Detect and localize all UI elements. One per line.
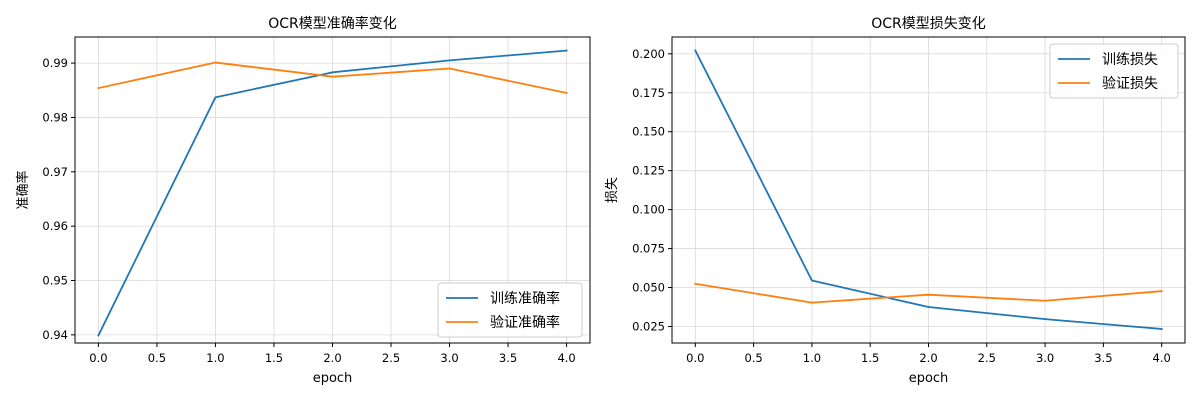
x-tick-label: 3.5 [499, 351, 517, 365]
legend-label: 验证损失 [1102, 76, 1158, 92]
y-tick-label: 0.150 [632, 125, 665, 139]
x-tick-label: 1.0 [206, 351, 224, 365]
y-axis-label: 准确率 [15, 170, 31, 209]
y-tick-label: 0.97 [42, 165, 68, 179]
x-axis-label: epoch [313, 371, 353, 386]
x-tick-label: 1.5 [861, 351, 879, 365]
data-point [448, 59, 451, 62]
data-point [811, 301, 813, 304]
y-tick-label: 0.175 [632, 86, 665, 100]
legend-box [1049, 43, 1179, 99]
x-tick-label: 2.0 [919, 351, 937, 365]
y-axis-label: 损失 [605, 177, 620, 203]
data-point [565, 92, 568, 94]
x-axis-label: epoch [909, 371, 949, 386]
data-point [811, 279, 813, 282]
data-point [331, 75, 334, 78]
y-tick-label: 0.125 [632, 164, 665, 178]
y-tick-label: 0.98 [42, 110, 68, 124]
accuracy-chart: 0.0 0.5 1.0 1.5 2.0 2.5 3.0 3.5 4.0 0.94 0.95 0.96 0… [15, 15, 591, 386]
chart-title: OCR模型准确率变化 [268, 15, 397, 32]
data-point [97, 334, 100, 337]
x-tick-label: 0.5 [744, 351, 762, 365]
x-tick-label: 2.0 [323, 351, 341, 365]
y-tick-label: 0.200 [632, 47, 665, 61]
loss-chart: 0.0 0.5 1.0 1.5 2.0 2.5 3.0 3.5 4.0 0.025 0.050 0.0… [605, 16, 1186, 386]
data-point [214, 61, 217, 64]
x-tick-label: 3.0 [1036, 351, 1054, 365]
x-tick-label: 3.0 [440, 351, 458, 365]
y-tick-label: 0.99 [42, 56, 68, 70]
x-tick-label: 4.0 [1153, 351, 1171, 365]
x-tick-label: 2.5 [382, 351, 400, 365]
y-tick-label: 0.100 [632, 203, 665, 217]
y-tick-label: 0.96 [42, 219, 68, 233]
data-point [97, 87, 100, 89]
x-tick-label: 3.5 [1094, 351, 1112, 365]
data-point [448, 67, 451, 70]
legend-label: 训练损失 [1102, 52, 1158, 68]
data-point [927, 306, 930, 308]
data-point [1044, 299, 1046, 302]
data-point [1160, 328, 1163, 330]
legend-label: 验证准确率 [490, 314, 560, 331]
legend-label: 训练准确率 [490, 290, 560, 307]
x-tick-label: 1.5 [265, 351, 283, 365]
x-tick-label: 0.0 [686, 351, 704, 365]
data-point [927, 293, 930, 296]
chart-title: OCR模型损失变化 [871, 16, 986, 32]
y-tick-label: 0.075 [632, 242, 665, 256]
data-point [694, 49, 697, 52]
x-tick-label: 4.0 [557, 351, 575, 365]
y-tick-label: 0.025 [632, 319, 665, 333]
y-tick-label: 0.050 [632, 281, 665, 295]
x-tick-label: 1.0 [803, 351, 821, 365]
data-point [694, 282, 697, 285]
legend-box [437, 282, 583, 338]
x-tick-label: 2.5 [978, 351, 996, 365]
data-point [1160, 290, 1163, 293]
data-point [214, 96, 217, 99]
y-tick-label: 0.94 [42, 328, 68, 342]
y-tick-label: 0.95 [42, 273, 68, 287]
x-tick-label: 0.5 [148, 351, 166, 365]
data-point [565, 49, 568, 52]
data-point [1044, 318, 1046, 321]
x-tick-label: 0.0 [89, 351, 107, 365]
data-point [331, 71, 334, 74]
